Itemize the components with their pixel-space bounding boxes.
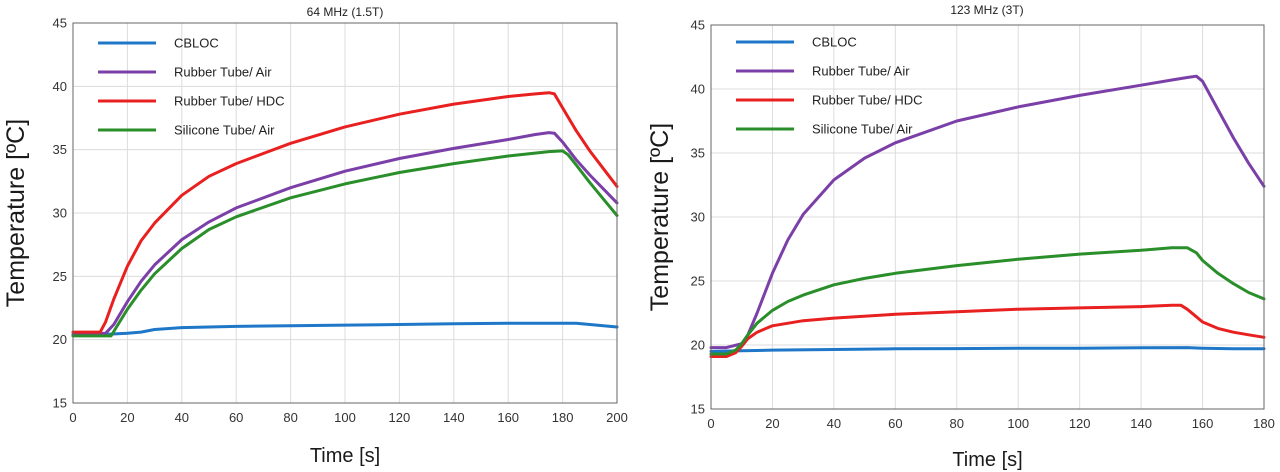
x-tick-label: 160 xyxy=(497,410,519,425)
series-line-rubber-tube-air xyxy=(709,74,1266,350)
legend-label: Rubber Tube/ Air xyxy=(174,65,272,80)
chart-title: 64 MHz (1.5T) xyxy=(307,5,384,19)
x-tick-label: 140 xyxy=(443,410,465,425)
series-line-cbloc xyxy=(71,321,619,337)
x-axis-label: Time [s] xyxy=(952,449,1022,471)
x-axis-label: Time [s] xyxy=(310,445,380,467)
x-tick-label: 40 xyxy=(827,416,841,431)
y-tick-label: 25 xyxy=(53,269,67,284)
series-line-rubber-tube-hdc xyxy=(709,303,1266,358)
x-tick-label: 60 xyxy=(229,410,243,425)
x-tick-label: 100 xyxy=(1007,416,1029,431)
y-tick-label: 20 xyxy=(691,338,705,353)
y-tick-label: 45 xyxy=(691,18,705,33)
series-line-silicone-tube-air xyxy=(709,246,1266,356)
y-tick-label: 35 xyxy=(53,142,67,157)
x-tick-label: 80 xyxy=(950,416,964,431)
x-tick-label: 140 xyxy=(1130,416,1152,431)
x-tick-label: 200 xyxy=(606,410,628,425)
series-line-rubber-tube-air xyxy=(71,131,619,337)
legend-label: CBLOC xyxy=(812,35,857,50)
y-tick-label: 30 xyxy=(53,206,67,221)
x-tick-label: 120 xyxy=(389,410,411,425)
chart-2: 0 20 40 60 80 100 120 140 160 180 15 20 25 30 35 40 45 12… xyxy=(646,3,1275,471)
legend-label: Rubber Tube/ Air xyxy=(812,64,910,79)
x-tick-label: 180 xyxy=(1253,416,1275,431)
y-axis-label: Temperature [ºC] xyxy=(2,119,30,307)
legend-label: CBLOC xyxy=(174,36,219,51)
y-tick-label: 15 xyxy=(691,402,705,417)
legend-label: Rubber Tube/ HDC xyxy=(174,94,285,109)
legend-label: Silicone Tube/ Air xyxy=(812,122,913,137)
chart-title: 123 MHz (3T) xyxy=(950,3,1023,17)
legend: CBLOC Rubber Tube/ Air Rubber Tube/ HDC Sil… xyxy=(736,35,923,137)
y-tick-label: 45 xyxy=(53,16,67,31)
axes-frame xyxy=(710,24,1265,410)
axes-frame xyxy=(72,22,618,404)
x-tick-label: 40 xyxy=(175,410,189,425)
x-tick-label: 60 xyxy=(888,416,902,431)
series-line-cbloc xyxy=(709,346,1266,353)
legend-label: Silicone Tube/ Air xyxy=(174,123,275,138)
legend-label: Rubber Tube/ HDC xyxy=(812,93,923,108)
x-tick-label: 120 xyxy=(1069,416,1091,431)
y-tick-label: 35 xyxy=(691,146,705,161)
y-tick-label: 40 xyxy=(691,82,705,97)
x-tick-label: 20 xyxy=(120,410,134,425)
x-tick-label: 160 xyxy=(1192,416,1214,431)
series-line-rubber-tube-hdc xyxy=(71,91,619,334)
x-tick-label: 180 xyxy=(552,410,574,425)
x-tick-label: 0 xyxy=(69,410,76,425)
y-tick-label: 15 xyxy=(53,396,67,411)
x-tick-label: 80 xyxy=(283,410,297,425)
y-tick-label: 40 xyxy=(53,79,67,94)
x-tick-label: 0 xyxy=(707,416,714,431)
chart-1: 0 20 40 60 80 100 120 140 160 180 200 15 20 25 30 35 40 4… xyxy=(2,5,628,467)
legend: CBLOC Rubber Tube/ Air Rubber Tube/ HDC Sil… xyxy=(98,36,285,138)
y-tick-label: 30 xyxy=(691,210,705,225)
y-tick-label: 25 xyxy=(691,274,705,289)
x-tick-label: 100 xyxy=(334,410,356,425)
y-axis-label: Temperature [ºC] xyxy=(646,123,674,311)
series-line-silicone-tube-air xyxy=(71,149,619,338)
y-tick-label: 20 xyxy=(53,332,67,347)
x-tick-label: 20 xyxy=(765,416,779,431)
